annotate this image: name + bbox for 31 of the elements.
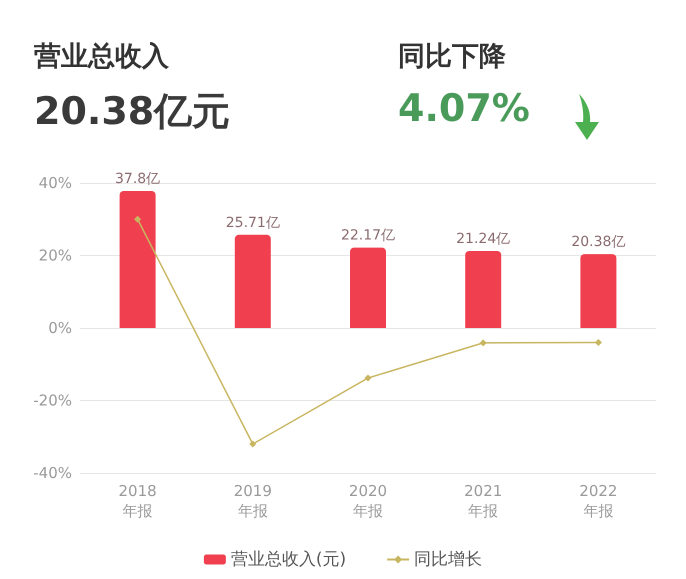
point [249,440,256,448]
y-tick-label: -40% [33,464,72,482]
data-label: 22.17亿 [340,228,396,244]
text: 4.07% [398,86,530,130]
bar [580,254,616,328]
point [134,216,142,223]
y-tick-label: 20% [38,246,72,264]
data-label: 25.71亿 [226,214,280,231]
legend-label: 营业总收入(元) [230,550,346,570]
data-label: 37.8亿 [115,170,160,187]
point [364,374,372,382]
bar [234,234,271,328]
bar [120,190,156,328]
bar [465,251,502,328]
legend-label: 同比增长 [414,550,482,570]
x-tick-label: 2021 年报 [464,482,502,520]
x-tick-label: 2022 年报 [579,482,618,520]
x-tick-label: 2018 年报 [118,482,157,520]
y-tick-label: 0% [48,319,72,337]
y-tick-label: 40% [38,174,72,192]
y-tick-label: -20% [33,392,72,410]
data-label: 20.38亿 [571,234,626,250]
text: 20.38亿元 [34,88,230,135]
x-tick-label: 2020 年报 [348,482,388,520]
bar [350,248,386,328]
point [594,339,602,346]
point [480,339,487,346]
data-label: 21.24亿 [456,231,510,248]
text: 同比下降 [398,40,506,74]
x-tick-label: 2019 年报 [234,482,272,520]
text: 营业总收入 [34,40,169,74]
